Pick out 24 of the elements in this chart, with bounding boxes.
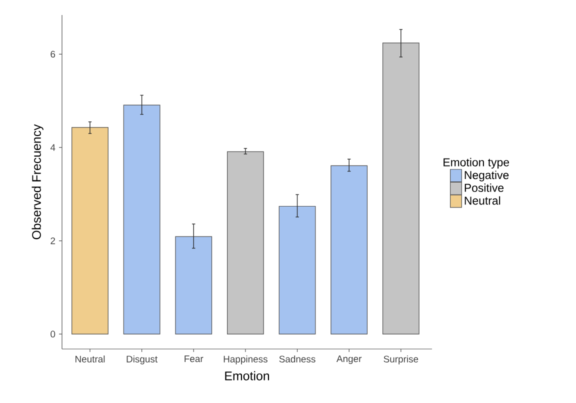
bar (72, 127, 108, 334)
x-tick-label: Fear (184, 356, 204, 362)
x-tick-label: Sadness (279, 356, 316, 362)
legend-label: Positive (464, 183, 504, 192)
x-tick-label: Anger (336, 356, 362, 364)
y-tick-label: 2 (50, 237, 56, 244)
legend-label: Negative (464, 170, 509, 182)
bar (278, 206, 316, 334)
legend-title: Emotion type (444, 158, 510, 169)
y-tick-label: 6 (50, 50, 56, 58)
y-tick-label: 4 (50, 144, 56, 151)
x-tick-label: Disgust (126, 356, 158, 364)
y-axis-title: Observed Frecuency (32, 124, 44, 240)
bar (382, 42, 420, 334)
x-tick-label: Happiness (224, 356, 268, 364)
x-tick-label: Neutral (76, 356, 105, 362)
bar (330, 165, 368, 334)
x-axis-title: Emotion (225, 371, 270, 380)
bar (175, 236, 212, 334)
legend-label: Neutral (464, 196, 500, 205)
bar (227, 151, 264, 334)
bar (123, 104, 160, 334)
x-tick-label: Surprise (384, 356, 418, 364)
y-tick-label: 0 (50, 330, 56, 338)
